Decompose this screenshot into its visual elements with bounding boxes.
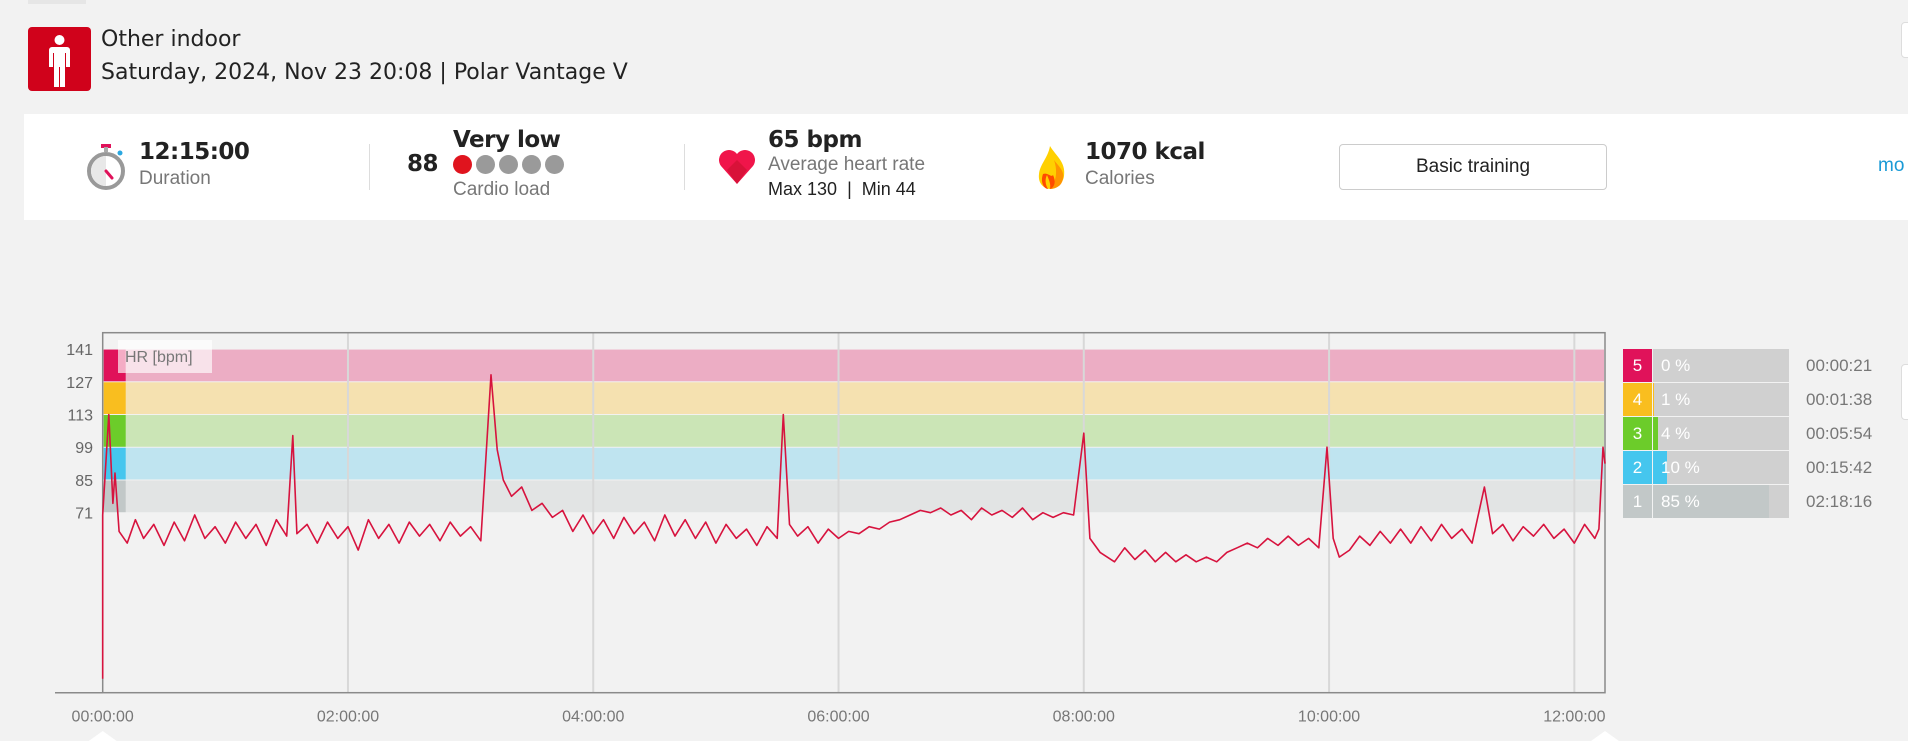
avg-hr-label: Average heart rate bbox=[768, 154, 926, 175]
x-tick-label: 00:00:00 bbox=[72, 709, 134, 726]
top-tab-remnant bbox=[28, 0, 86, 4]
zone-band-5 bbox=[103, 349, 1605, 382]
zone-bar: 0 % bbox=[1653, 349, 1789, 382]
zone-strip-4 bbox=[103, 382, 126, 415]
zone-bar: 85 % bbox=[1653, 485, 1789, 518]
zone-bar-fill bbox=[1653, 417, 1659, 450]
hr-max: Max 130 bbox=[768, 179, 838, 199]
zone-bar-fill bbox=[1653, 383, 1655, 416]
zone-strip-1 bbox=[103, 480, 126, 513]
zone-band-2 bbox=[103, 447, 1605, 480]
heart-rate-line bbox=[101, 374, 1606, 679]
y-tick-label: 113 bbox=[67, 408, 93, 425]
zone-number: 4 bbox=[1623, 383, 1652, 416]
zone-bar: 4 % bbox=[1653, 417, 1789, 450]
x-tick-label: 12:00:00 bbox=[1543, 709, 1605, 726]
zone-time: 00:01:38 bbox=[1806, 390, 1873, 409]
zone-percent: 85 % bbox=[1661, 492, 1700, 511]
zone-row-3: 3 4 % bbox=[1623, 417, 1789, 450]
zone-time: 02:18:16 bbox=[1806, 492, 1873, 511]
rating-dot bbox=[499, 155, 518, 174]
rating-dot-filled bbox=[453, 155, 472, 174]
hr-divider: | bbox=[847, 179, 852, 199]
zone-band-1 bbox=[103, 480, 1605, 513]
zone-number: 3 bbox=[1623, 417, 1652, 450]
zone-row-2: 2 10 % bbox=[1623, 451, 1789, 484]
divider bbox=[369, 144, 370, 190]
range-start-handle[interactable] bbox=[88, 731, 117, 741]
zone-row-4: 4 1 % bbox=[1623, 383, 1789, 416]
sport-person-icon bbox=[28, 27, 91, 91]
zone-percent: 10 % bbox=[1661, 458, 1700, 477]
zone-number: 5 bbox=[1623, 349, 1652, 382]
zone-time: 00:05:54 bbox=[1806, 424, 1873, 443]
side-panel-edge[interactable] bbox=[1901, 364, 1908, 420]
sport-title: Other indoor bbox=[101, 27, 241, 52]
cardio-load-level: Very low bbox=[453, 127, 561, 153]
zone-band-3 bbox=[103, 415, 1605, 447]
zone-percent: 0 % bbox=[1661, 356, 1691, 375]
rating-dot bbox=[476, 155, 495, 174]
zone-bar: 10 % bbox=[1653, 451, 1789, 484]
zone-row-1: 1 85 % bbox=[1623, 485, 1789, 518]
x-tick-label: 04:00:00 bbox=[562, 709, 624, 726]
zone-bar-fill bbox=[1653, 451, 1667, 484]
series-label-background bbox=[118, 340, 212, 373]
zone-number: 1 bbox=[1623, 485, 1652, 518]
zone-strip-2 bbox=[103, 447, 126, 480]
y-tick-label: 127 bbox=[66, 375, 93, 392]
zone-percent: 1 % bbox=[1661, 390, 1691, 409]
side-panel-edge[interactable] bbox=[1901, 22, 1908, 58]
zone-number: 2 bbox=[1623, 451, 1652, 484]
zone-row-5: 5 0 % bbox=[1623, 349, 1789, 382]
x-tick-label: 06:00:00 bbox=[807, 709, 869, 726]
series-label: HR [bpm] bbox=[125, 349, 193, 366]
zone-bar: 1 % bbox=[1653, 383, 1789, 416]
y-tick-label: 99 bbox=[75, 440, 93, 457]
rating-dot bbox=[545, 155, 564, 174]
y-tick-label: 71 bbox=[75, 506, 93, 523]
zone-time: 00:00:21 bbox=[1806, 356, 1873, 375]
y-tick-label: 85 bbox=[75, 473, 93, 490]
stopwatch-icon bbox=[86, 142, 128, 197]
session-subtitle: Saturday, 2024, Nov 23 20:08 | Polar Van… bbox=[101, 60, 628, 85]
zone-band-4 bbox=[103, 382, 1605, 415]
cardio-load-score: 88 bbox=[407, 151, 439, 177]
duration-value: 12:15:00 bbox=[139, 139, 250, 165]
range-end-handle[interactable] bbox=[1591, 731, 1619, 741]
avg-hr-value: 65 bpm bbox=[768, 127, 862, 153]
x-tick-label: 10:00:00 bbox=[1298, 709, 1360, 726]
hr-max-min: Max 130 | Min 44 bbox=[768, 179, 916, 200]
flame-icon bbox=[1036, 144, 1068, 195]
calories-label: Calories bbox=[1085, 168, 1155, 189]
duration-label: Duration bbox=[139, 168, 211, 189]
cardio-load-label: Cardio load bbox=[453, 179, 551, 200]
summary-panel bbox=[24, 114, 1908, 220]
divider bbox=[684, 144, 685, 190]
rating-dot bbox=[522, 155, 541, 174]
heart-rate-chart[interactable]: 00:00:00 02:00:00 04:00:00 06:00:00 08:00:00… bbox=[0, 320, 1620, 741]
more-link[interactable]: mo bbox=[1878, 155, 1905, 176]
heart-icon bbox=[717, 146, 757, 191]
y-tick-label: 141 bbox=[66, 342, 93, 359]
zone-percent: 4 % bbox=[1661, 424, 1691, 443]
training-benefit-button[interactable]: Basic training bbox=[1339, 144, 1607, 190]
zone-bar-fill bbox=[1653, 485, 1769, 518]
cardio-load-rating bbox=[453, 155, 568, 179]
calories-value: 1070 kcal bbox=[1085, 139, 1205, 165]
x-tick-label: 02:00:00 bbox=[317, 709, 379, 726]
hr-min: Min 44 bbox=[861, 179, 916, 199]
zone-time: 00:15:42 bbox=[1806, 458, 1873, 477]
x-tick-label: 08:00:00 bbox=[1053, 709, 1115, 726]
